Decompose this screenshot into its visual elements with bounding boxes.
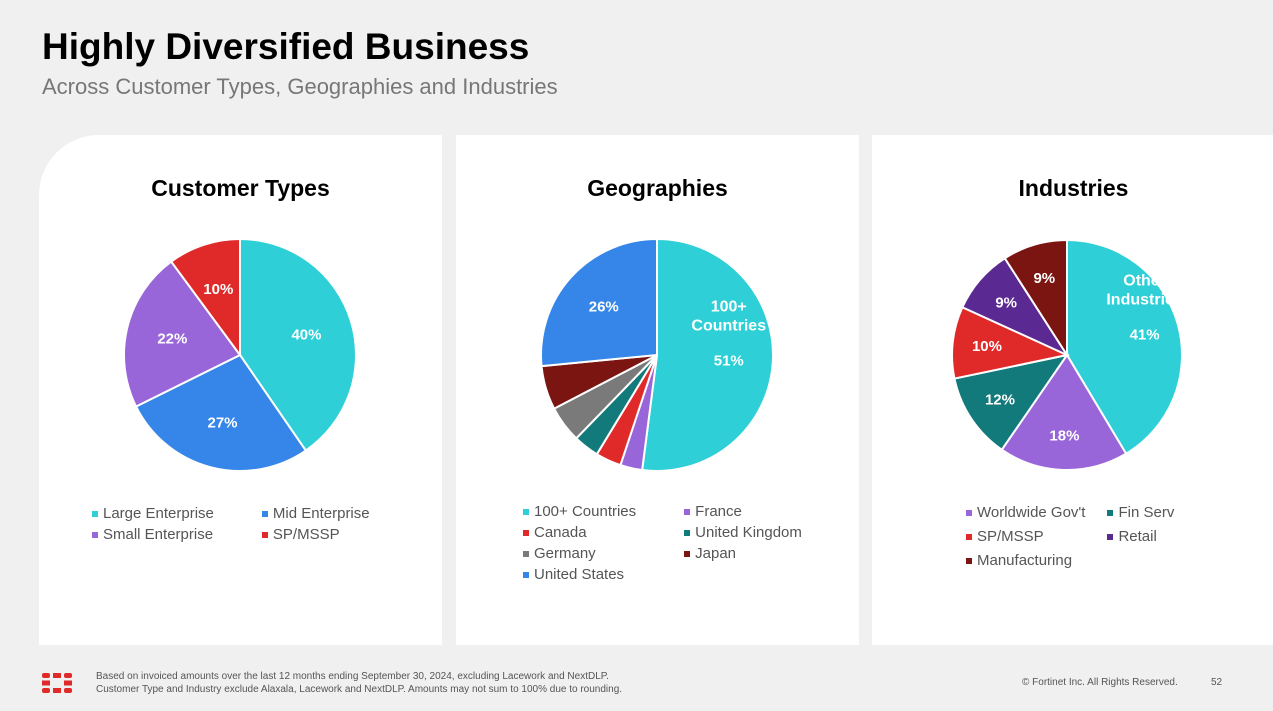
legend-item-worldwide-gov-t: Worldwide Gov't <box>966 504 1085 522</box>
legend-item-canada: Canada <box>523 524 636 542</box>
legend-label: SP/MSSP <box>272 526 340 543</box>
legend-swatch <box>684 530 691 536</box>
slice-name-label: Countries <box>691 318 766 335</box>
customer-types-panel: Customer Types 40% 27% 22% 10% Large Enterp… <box>39 135 442 645</box>
legend-swatch <box>523 551 529 557</box>
legend-swatch <box>1107 534 1114 540</box>
legend-label: Mid Enterprise <box>272 505 370 522</box>
legend-label: Japan <box>695 545 737 562</box>
legend-label: Canada <box>534 524 587 541</box>
slice-percent-label: 40% <box>291 326 321 343</box>
legend-item-manufacturing: Manufacturing <box>966 552 1085 570</box>
legend-swatch <box>684 551 691 557</box>
customer-types-pie-chart: 40% 27% 22% 10% <box>123 237 357 472</box>
slice-percent-label: 12% <box>985 392 1015 409</box>
legend-swatch <box>966 534 972 540</box>
customer-types-title: Customer Types <box>151 175 330 201</box>
pie-slice-manufacturing <box>1003 238 1068 359</box>
legend-swatch <box>92 511 98 517</box>
legend-swatch <box>92 532 98 538</box>
industries-legend: Worldwide Gov't Fin Serv SP/MSSP Retail Manu… <box>966 504 1174 570</box>
geographies-title: Geographies <box>587 175 728 201</box>
slice-percent-label: 26% <box>589 299 619 316</box>
slice-name-label: 100+ <box>711 299 747 316</box>
legend-swatch <box>684 509 691 515</box>
geographies-pie-chart: 100+ Countries 51% 26% <box>540 237 774 472</box>
pie-slice-worldwide-gov-t <box>1000 353 1128 471</box>
slice-percent-label: 22% <box>157 331 187 348</box>
legend-label: Fin Serv <box>1118 504 1175 521</box>
legend-swatch <box>523 572 529 578</box>
legend-item-retail: Retail <box>1107 528 1174 546</box>
legend-item-united-states: United States <box>523 566 636 584</box>
legend-item-france: France <box>684 503 802 521</box>
legend-swatch <box>1107 510 1114 516</box>
industries-title: Industries <box>1018 175 1129 201</box>
pie-slice-100-countries <box>641 237 774 472</box>
pie-slice-united-states <box>540 237 658 368</box>
pie-slice-other-industries <box>1066 238 1183 456</box>
legend-label: Worldwide Gov't <box>977 504 1086 521</box>
legend-swatch <box>261 511 268 517</box>
footnote-line-2: Customer Type and Industry exclude Alaxa… <box>96 684 623 695</box>
legend-swatch <box>261 532 268 538</box>
pie-slice-sp-mssp <box>951 305 1071 380</box>
legend-label: Germany <box>534 545 596 562</box>
legend-label: Large Enterprise <box>103 505 214 522</box>
slice-name-label: Industries <box>1106 292 1183 309</box>
pie-slice-small-enterprise <box>123 260 242 408</box>
geographies-legend: 100+ Countries France Canada United Kingdom… <box>523 503 802 584</box>
legend-item-100-countries: 100+ Countries <box>523 503 636 521</box>
slice-name-label: Other <box>1123 273 1166 290</box>
legend-label: SP/MSSP <box>977 528 1044 545</box>
legend-item-small-enterprise: Small Enterprise <box>92 526 214 544</box>
page-number: 52 <box>1211 677 1223 688</box>
legend-swatch <box>966 510 972 516</box>
legend-label: Manufacturing <box>977 552 1073 569</box>
footnote-line-1: Based on invoiced amounts over the last … <box>96 671 609 682</box>
copyright: © Fortinet Inc. All Rights Reserved. <box>1022 677 1178 688</box>
legend-label: France <box>695 503 742 520</box>
legend-item-japan: Japan <box>684 545 802 563</box>
pie-slice-mid-enterprise <box>134 353 308 472</box>
legend-label: Small Enterprise <box>103 526 214 543</box>
legend-item-germany: Germany <box>523 545 636 563</box>
slice-percent-label: 41% <box>1130 327 1160 344</box>
legend-label: 100+ Countries <box>534 503 637 520</box>
legend-swatch <box>523 530 529 536</box>
legend-swatch <box>523 509 529 515</box>
legend-item-united-kingdom: United Kingdom <box>684 524 802 542</box>
legend-item-mid-enterprise: Mid Enterprise <box>261 505 370 523</box>
slice-percent-label: 10% <box>203 281 233 298</box>
pie-slice-fin-serv <box>953 353 1070 452</box>
legend-item-large-enterprise: Large Enterprise <box>92 505 214 523</box>
industries-pie-chart: Other Industries 41% 18% 12% 10% 9% 9% <box>951 238 1183 471</box>
pie-slice-large-enterprise <box>239 237 357 452</box>
geographies-panel: Geographies 100+ Countries 51% 26% 100+ Cou… <box>456 135 859 645</box>
legend-label: United States <box>534 566 625 583</box>
legend-item-fin-serv: Fin Serv <box>1107 504 1174 522</box>
slice-percent-label: 9% <box>1033 270 1055 287</box>
legend-label: United Kingdom <box>695 524 802 541</box>
page-title: Highly Diversified Business <box>42 26 530 67</box>
page-subtitle: Across Customer Types, Geographies and I… <box>42 74 558 99</box>
legend-item-sp-mssp: SP/MSSP <box>261 526 370 544</box>
pie-slice-sp-mssp <box>169 237 241 359</box>
slice-percent-label: 9% <box>995 294 1017 311</box>
footnote: Based on invoiced amounts over the last … <box>96 670 622 696</box>
legend-label: Retail <box>1118 528 1157 545</box>
legend-item-sp-mssp: SP/MSSP <box>966 528 1085 546</box>
slice-percent-label: 10% <box>972 338 1002 355</box>
slice-percent-label: 51% <box>714 353 744 370</box>
customer-types-legend: Large Enterprise Mid Enterprise Small Ente… <box>92 505 370 544</box>
slice-percent-label: 27% <box>208 414 238 431</box>
industries-panel: Industries Other Industries 41% 18% 12% 10% 9%… <box>872 135 1273 645</box>
fortinet-logo-icon <box>42 673 72 693</box>
slice-percent-label: 18% <box>1049 427 1079 444</box>
legend-swatch <box>966 558 972 564</box>
